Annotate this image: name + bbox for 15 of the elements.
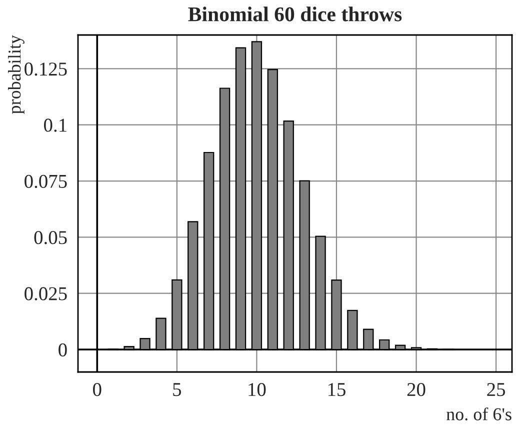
x-tick-label: 25: [487, 383, 506, 396]
x-tick-label: 5: [173, 383, 182, 396]
y-tick-label: 0.075: [24, 174, 67, 188]
chart-title: Binomial 60 dice throws: [188, 6, 402, 22]
x-tick-label: 10: [248, 382, 266, 396]
x-tick-label: 15: [328, 383, 346, 396]
y-tick-label: 0.1: [44, 118, 66, 132]
x-axis-title: no. of 6's: [446, 407, 512, 420]
y-axis-title: probability: [8, 35, 24, 114]
y-tick-label: 0: [58, 343, 67, 356]
y-tick-label: 0.125: [24, 62, 67, 76]
y-tick-label: 0.025: [24, 287, 67, 300]
x-tick-label: 0: [93, 382, 102, 396]
y-tick-label: 0.05: [34, 231, 67, 244]
x-tick-label: 20: [407, 382, 426, 396]
